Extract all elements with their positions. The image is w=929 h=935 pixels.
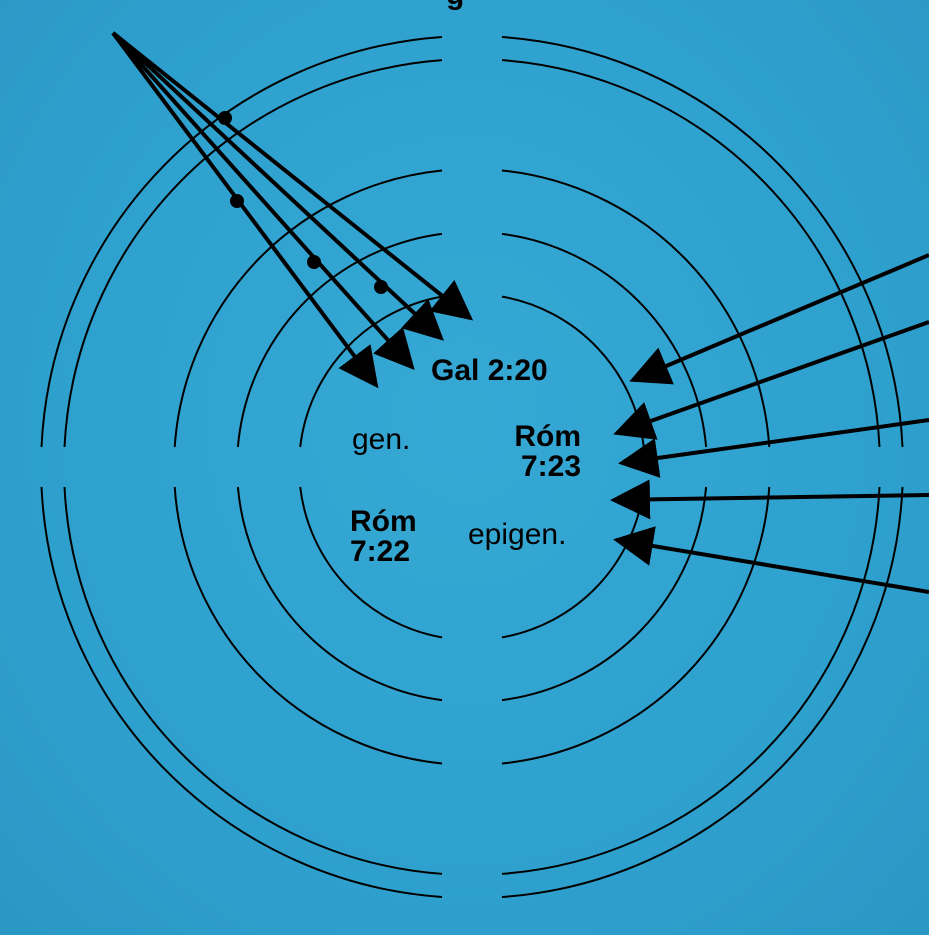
- label-top-fragment: g: [446, 0, 464, 10]
- ring-arc: [40, 36, 443, 448]
- ring-arc: [501, 486, 881, 875]
- arrow-bundle-right: [610, 253, 929, 594]
- arrow-right: [613, 526, 929, 594]
- arrow-right: [610, 479, 929, 520]
- ring-arc: [63, 486, 443, 875]
- concentric-rings: [40, 36, 904, 898]
- label-rom-7-22-line2: 7:22: [350, 535, 411, 568]
- ring-arc: [40, 486, 443, 898]
- label-epigen: epigen.: [468, 518, 567, 551]
- arrow-left: [111, 31, 444, 341]
- label-gal-2-20: Gal 2:20: [431, 354, 548, 387]
- arrow-right: [629, 253, 929, 385]
- ring-arc: [501, 59, 881, 448]
- ring-arc: [236, 232, 443, 448]
- arrow-right: [618, 418, 929, 478]
- label-gen: gen.: [352, 423, 411, 456]
- ring-arc: [501, 232, 708, 448]
- label-rom-7-23: Róm 7:23: [478, 422, 581, 482]
- ring-arc: [299, 486, 443, 639]
- arrow-right: [613, 320, 929, 440]
- arrow-dot: [218, 111, 232, 125]
- ring-arc: [63, 59, 443, 448]
- ring-arc: [236, 486, 443, 702]
- arrow-dot: [230, 194, 244, 208]
- label-rom-7-23-line2: 7:23: [520, 450, 581, 483]
- ring-arc: [173, 169, 443, 448]
- arrow-left: [111, 31, 474, 321]
- label-rom-7-22: Róm 7:22: [350, 507, 417, 567]
- arrow-dot: [307, 255, 321, 269]
- label-rom-7-22-line1: Róm: [350, 505, 417, 538]
- arrow-bundle-left: [111, 31, 474, 389]
- ring-arc: [501, 169, 771, 448]
- arrow-left: [111, 31, 379, 389]
- ring-arc: [501, 486, 645, 639]
- arrow-dot: [374, 280, 388, 294]
- label-rom-7-23-line1: Róm: [514, 420, 581, 453]
- ring-arc: [501, 36, 904, 448]
- ring-arc: [501, 486, 904, 898]
- ring-arc: [173, 486, 443, 765]
- ring-arc: [501, 486, 708, 702]
- arrow-left: [111, 31, 415, 370]
- ring-arc: [501, 486, 771, 765]
